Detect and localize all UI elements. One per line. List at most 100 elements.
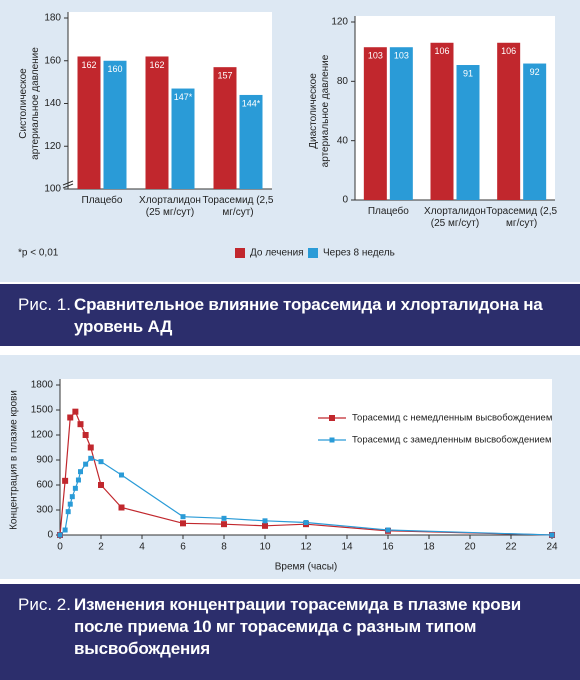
value-label: 91	[463, 68, 473, 78]
y-tick-label: 40	[337, 135, 349, 146]
caption-label: Рис. 2.	[18, 595, 71, 614]
axis-break	[62, 183, 74, 189]
x-tick-label: 2	[98, 542, 104, 553]
marker	[98, 482, 104, 488]
y-axis-label: Концентрация в плазме крови	[9, 390, 20, 530]
y-tick-label: 120	[44, 141, 61, 152]
bar	[389, 47, 413, 200]
y-tick-label: 0	[342, 195, 348, 206]
value-label: 92	[530, 67, 540, 77]
marker	[88, 455, 94, 461]
y-tick-label: 300	[36, 505, 53, 516]
value-label: 162	[81, 60, 96, 70]
y-tick-label: 900	[36, 455, 53, 466]
x-tick-label: Плацебо	[81, 195, 123, 206]
footnote: *р < 0,01	[18, 248, 59, 259]
y-tick-label: 0	[47, 530, 53, 541]
marker	[262, 518, 268, 524]
y-tick-label: 1800	[31, 380, 54, 391]
value-label: 103	[368, 51, 383, 61]
marker	[82, 432, 89, 438]
marker	[75, 477, 81, 483]
marker	[62, 527, 68, 533]
bar	[363, 47, 387, 200]
legend-swatch	[308, 248, 318, 258]
marker	[72, 485, 78, 491]
y-tick-label: 1200	[31, 430, 54, 441]
x-tick-label-box: Плацебо	[367, 206, 409, 217]
marker	[67, 414, 74, 421]
y-axis-label-box: Систолическое артериальное давление	[18, 47, 41, 160]
x-tick-label: 18	[423, 542, 435, 553]
x-tick-label: 0	[57, 542, 63, 553]
caption-text: Изменения концентрации торасемида в плаз…	[74, 595, 521, 658]
bar	[213, 67, 237, 189]
x-tick-label: 20	[464, 542, 476, 553]
marker	[180, 520, 186, 527]
y-axis-label-box: Диастолическое артериальное давление	[308, 54, 331, 168]
value-label: 157	[217, 71, 232, 81]
legend-label: Через 8 недель	[323, 248, 395, 259]
x-tick-label-box: Торасемид (2,5 мг/сут)	[202, 195, 274, 218]
marker	[549, 532, 555, 538]
x-tick-label: 6	[180, 542, 186, 553]
bar	[456, 65, 480, 201]
caption-label: Рис. 1.	[18, 295, 71, 314]
marker	[72, 408, 79, 415]
x-tick-label-box: Хлорталидон (25 мг/сут)	[424, 206, 486, 229]
marker	[57, 532, 63, 538]
x-tick-label: Торасемид (2,5 мг/сут)	[486, 206, 558, 229]
marker	[180, 514, 186, 520]
y-tick-label: 120	[331, 17, 348, 28]
value-label: 103	[394, 51, 409, 61]
plot-area	[60, 379, 552, 535]
x-tick-label: Хлорталидон (25 мг/сут)	[424, 206, 486, 229]
bar	[145, 56, 169, 189]
marker	[67, 501, 73, 507]
value-label: 106	[434, 46, 449, 56]
legend-marker	[329, 415, 335, 421]
x-tick-label: 16	[382, 542, 394, 553]
x-tick-label-box: Хлорталидон (25 мг/сут)	[139, 195, 201, 218]
plot-area	[355, 16, 555, 200]
marker	[65, 509, 71, 515]
legend-label: Торасемид с замедленным высвобождением	[352, 435, 551, 446]
marker	[119, 472, 124, 478]
x-tick-label: 8	[221, 542, 227, 553]
value-label: 106	[501, 46, 516, 56]
marker	[98, 459, 104, 465]
y-tick-label: 100	[44, 184, 61, 195]
y-tick-label: 1500	[31, 405, 54, 416]
y-axis-label: Систолическое артериальное давление	[18, 47, 41, 160]
bar	[103, 60, 127, 189]
x-tick-label: Торасемид (2,5 мг/сут)	[202, 195, 274, 218]
bar	[497, 42, 521, 201]
marker	[303, 520, 309, 525]
y-tick-label: 140	[44, 98, 61, 109]
marker	[69, 494, 75, 500]
legend-label: До лечения	[250, 248, 304, 259]
x-tick-label: Плацебо	[367, 206, 409, 217]
marker	[262, 522, 268, 529]
plot-area	[68, 12, 272, 189]
bar	[77, 56, 101, 189]
x-tick-label: 22	[505, 542, 517, 553]
y-tick-label: 160	[44, 55, 61, 66]
caption-text: Сравнительное влияние торасемида и хлорт…	[74, 295, 543, 336]
marker	[221, 521, 227, 528]
x-tick-label: 4	[139, 542, 145, 553]
marker	[78, 469, 83, 475]
value-label: 144*	[242, 98, 261, 108]
axis-break	[62, 180, 74, 186]
x-tick-label-box: Торасемид (2,5 мг/сут)	[486, 206, 558, 229]
x-tick-label: Хлорталидон (25 мг/сут)	[139, 195, 201, 218]
marker	[118, 504, 125, 511]
bar	[523, 63, 547, 201]
y-tick-label: 600	[36, 480, 53, 491]
caption: Рис. 1. Сравнительное влияние торасемида…	[0, 284, 580, 346]
y-tick-label: 80	[337, 76, 349, 87]
y-axis-label: Диастолическое артериальное давление	[308, 54, 331, 168]
bar-charts: 100 120 140 160 180 Плацебо 162 160 Хлорталидон …	[18, 12, 558, 259]
